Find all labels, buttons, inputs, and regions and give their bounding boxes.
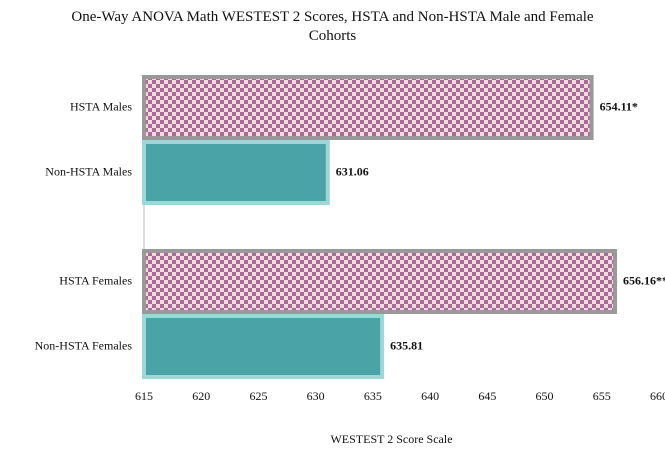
y-tick-label: Non-HSTA Females [35, 338, 133, 352]
x-tick-label: 655 [593, 389, 611, 403]
bar [142, 314, 385, 379]
x-axis-label: WESTEST 2 Score Scale [330, 432, 452, 446]
x-tick-label: 620 [192, 389, 210, 403]
chart-title: One-Way ANOVA Math WESTEST 2 Scores, HST… [71, 9, 594, 44]
x-tick-label: 615 [135, 389, 153, 403]
title-box: One-Way ANOVA Math WESTEST 2 Scores, HST… [0, 8, 665, 46]
x-tick-label: 650 [536, 389, 554, 403]
x-tick-label: 640 [421, 389, 439, 403]
bar [142, 75, 594, 140]
y-tick-label: Non-HSTA Males [45, 164, 132, 178]
value-label: 631.06 [336, 164, 369, 178]
y-tick-label: HSTA Males [70, 99, 132, 113]
value-label: 654.11* [600, 99, 638, 113]
x-tick-label: 630 [307, 389, 325, 403]
x-tick-label: 635 [364, 389, 382, 403]
x-tick-label: 645 [478, 389, 496, 403]
bar [142, 249, 618, 314]
value-label: 656.16** [623, 273, 665, 287]
x-tick-label: 625 [249, 389, 267, 403]
bar [142, 140, 330, 205]
x-tick-label: 660 [650, 389, 665, 403]
value-label: 635.81 [390, 338, 423, 352]
y-tick-label: HSTA Females [59, 273, 132, 287]
